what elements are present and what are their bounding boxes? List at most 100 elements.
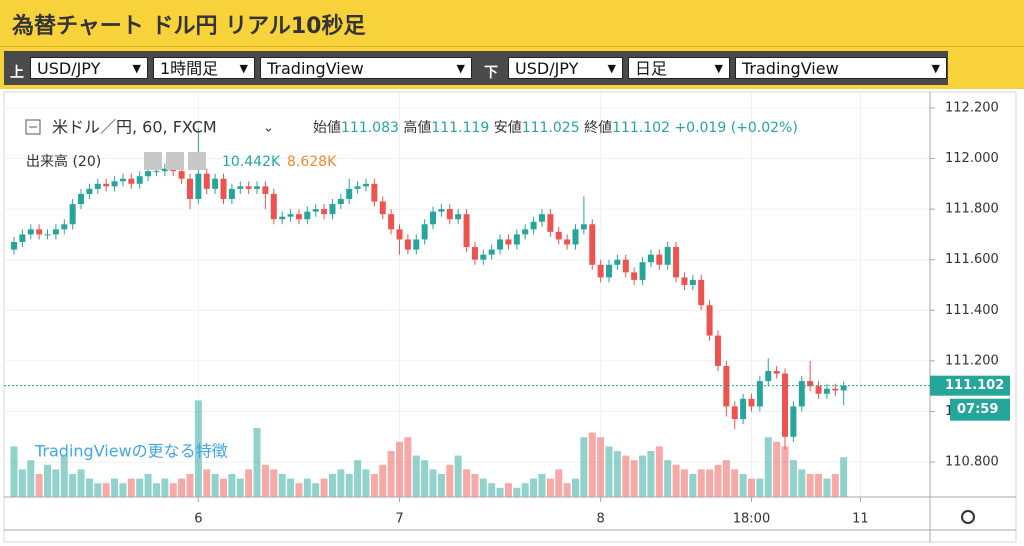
volume-bar — [421, 460, 429, 497]
volume-bar — [85, 478, 93, 497]
volume-bar — [161, 478, 169, 497]
candle-body — [61, 224, 68, 230]
volume-bar — [102, 483, 110, 497]
candle-body — [304, 211, 311, 220]
volume-bar — [463, 469, 471, 497]
volume-bar — [706, 469, 714, 497]
volume-bar — [798, 469, 806, 497]
volume-ma: 10.442K — [222, 154, 281, 170]
select[interactable]: TradingView — [735, 57, 947, 80]
select[interactable]: TradingView — [260, 57, 472, 80]
volume-bar — [781, 446, 789, 497]
volume-bar — [747, 478, 755, 497]
icon-close[interactable] — [188, 152, 206, 170]
ohlc-value: 111.119 — [431, 120, 489, 136]
icon-eye[interactable] — [144, 152, 162, 170]
ohlc-value: 111.102 — [612, 120, 670, 136]
candle-body — [522, 229, 529, 235]
candle-body — [111, 181, 118, 187]
candle-body — [631, 272, 638, 280]
icon-settings[interactable] — [166, 152, 184, 170]
volume-bar — [513, 487, 521, 497]
volume-bar — [773, 441, 781, 497]
candle-body — [262, 186, 269, 194]
volume-bar — [111, 478, 119, 497]
volume-bar — [555, 469, 563, 497]
volume-title: 出来高 (20) — [26, 153, 101, 170]
candle-body — [270, 193, 277, 220]
candle-body — [740, 398, 747, 420]
volume-bar — [136, 478, 144, 497]
candle-body — [212, 178, 219, 189]
volume-bar — [840, 457, 848, 497]
volume-bar — [454, 455, 462, 497]
volume-bar — [580, 437, 588, 497]
title: 為替チャート ドル円 リアル10秒足 — [12, 14, 366, 39]
volume-bar — [689, 474, 697, 497]
candle-body — [589, 224, 596, 265]
select[interactable]: USD/JPY — [508, 57, 623, 80]
countdown-badge — [950, 398, 1010, 421]
volume-bar — [756, 478, 764, 497]
candle-body — [220, 178, 227, 199]
candle-body — [337, 198, 344, 205]
volume-bar — [236, 478, 244, 497]
volume-bar — [446, 464, 454, 497]
volume-bar — [613, 451, 621, 497]
candle-body — [606, 264, 613, 278]
volume-bar — [35, 474, 43, 497]
volume-bar — [253, 428, 261, 497]
candle-body — [388, 214, 395, 230]
change: +0.019 (+0.02%) — [674, 120, 797, 136]
candle-body — [471, 247, 478, 260]
volume-bar — [261, 464, 269, 497]
candle-body — [572, 229, 579, 245]
candle-body — [689, 279, 696, 285]
ohlc-value: 111.025 — [522, 120, 580, 136]
settings-gear[interactable] — [961, 510, 975, 524]
volume-bar — [404, 437, 412, 497]
select[interactable]: 日足 — [628, 57, 730, 80]
candle-body — [714, 335, 721, 366]
symbol[interactable]: 米ドル／円, 60, FXCM — [52, 118, 217, 137]
candle-body — [195, 173, 202, 199]
volume-bar — [10, 446, 18, 497]
candle-body — [153, 171, 160, 173]
candle-body — [656, 254, 663, 265]
volume-bar — [379, 464, 387, 497]
countdown: 07:59 — [957, 402, 998, 417]
volume-bar — [320, 478, 328, 497]
volume-bar — [630, 460, 638, 497]
volume-bar — [530, 478, 538, 497]
promo-link[interactable]: TradingViewの更なる特徴 — [34, 442, 228, 461]
volume-bar — [722, 460, 730, 497]
volume-bar — [655, 446, 663, 497]
candle-body — [782, 373, 789, 437]
volume-bar — [806, 474, 814, 497]
candle-body — [639, 262, 646, 280]
candle-body — [840, 385, 847, 391]
candle-body — [463, 214, 470, 248]
candle-body — [614, 259, 621, 265]
candle-body — [396, 229, 403, 240]
candle-body — [354, 186, 361, 189]
volume-bar — [731, 469, 739, 497]
candle-body — [103, 183, 110, 187]
volume-bar — [60, 455, 68, 497]
candle-body — [203, 173, 210, 189]
candle-body — [773, 371, 780, 374]
volume-bar — [312, 483, 320, 497]
x-tick-label: 18:00 — [733, 512, 770, 527]
select[interactable]: USD/JPY — [30, 57, 148, 80]
x-tick-label: 11 — [852, 512, 869, 527]
candle-body — [128, 178, 135, 184]
select[interactable]: 1時間足 — [153, 57, 255, 80]
collapse-icon[interactable] — [25, 119, 41, 135]
volume-bar — [52, 469, 60, 497]
volume-bar — [270, 469, 278, 497]
candle-body — [27, 229, 34, 235]
candle-body — [362, 183, 369, 187]
candle-body — [312, 209, 319, 212]
volume-bar — [647, 451, 655, 497]
